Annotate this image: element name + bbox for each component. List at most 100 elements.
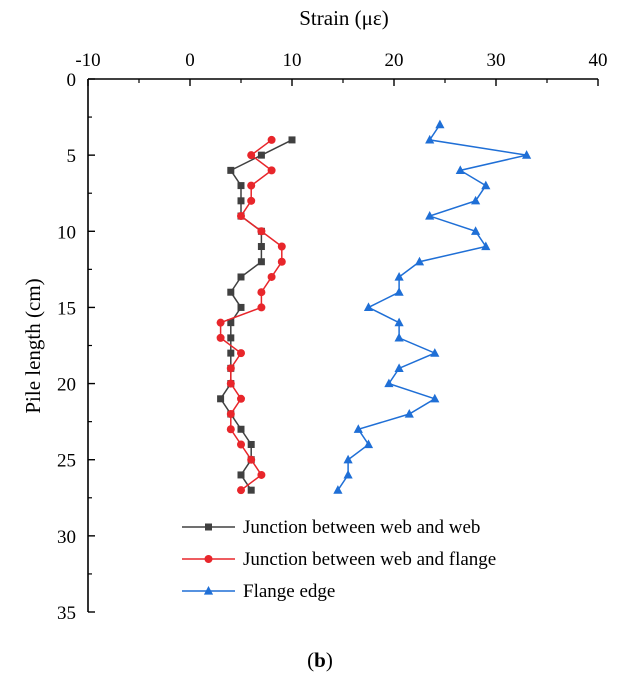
x-tick-label: 0 bbox=[185, 50, 195, 71]
data-point bbox=[257, 227, 266, 236]
data-point bbox=[425, 134, 435, 144]
data-point bbox=[363, 302, 374, 312]
data-point bbox=[471, 195, 481, 205]
data-point bbox=[333, 485, 343, 494]
data-point bbox=[227, 334, 235, 342]
data-point bbox=[257, 470, 266, 479]
x-axis-ticks: -10 0 10 20 30 40 bbox=[75, 50, 608, 86]
data-point bbox=[394, 287, 404, 296]
data-point bbox=[237, 471, 245, 479]
data-point bbox=[404, 409, 414, 418]
y-tick-label: 5 bbox=[67, 146, 77, 167]
data-point bbox=[227, 319, 235, 327]
data-point bbox=[237, 303, 245, 311]
data-point bbox=[267, 166, 276, 175]
y-tick-label: 35 bbox=[57, 603, 76, 624]
data-point bbox=[237, 197, 245, 205]
data-point bbox=[247, 196, 256, 205]
axes bbox=[87, 78, 598, 612]
data-point bbox=[237, 349, 245, 358]
data-point bbox=[394, 332, 404, 342]
y-tick-label: 0 bbox=[67, 70, 77, 91]
x-tick-label: 10 bbox=[283, 50, 302, 71]
data-point bbox=[425, 211, 435, 220]
legend-entry: Junction between web and web bbox=[182, 517, 480, 538]
data-point bbox=[522, 150, 532, 159]
data-point bbox=[217, 395, 225, 403]
data-point bbox=[363, 439, 374, 449]
data-point bbox=[455, 165, 465, 174]
data-point bbox=[237, 212, 245, 221]
x-tick-label: -10 bbox=[75, 50, 100, 71]
y-tick-label: 25 bbox=[57, 451, 76, 472]
x-tick-label: 20 bbox=[385, 50, 404, 71]
data-point bbox=[216, 333, 225, 342]
legend-entry: Flange edge bbox=[182, 581, 335, 602]
data-point bbox=[237, 182, 245, 190]
data-point bbox=[226, 425, 235, 434]
series-3 bbox=[333, 119, 532, 494]
data-point bbox=[237, 273, 245, 281]
data-point bbox=[394, 271, 404, 281]
y-axis-title: Pile length (cm) bbox=[21, 278, 45, 413]
legend-label: Junction between web and web bbox=[243, 517, 480, 538]
data-point bbox=[394, 317, 404, 327]
legend-marker bbox=[205, 523, 212, 531]
data-point bbox=[227, 166, 235, 174]
x-axis-title: Strain (με) bbox=[299, 6, 388, 30]
data-point bbox=[394, 363, 404, 372]
data-point bbox=[247, 181, 256, 190]
series-1 bbox=[217, 136, 296, 494]
legend: Junction between web and web Junction bet… bbox=[182, 517, 496, 602]
data-point bbox=[227, 349, 235, 357]
data-point bbox=[216, 318, 225, 327]
data-point bbox=[247, 440, 255, 448]
series-2 bbox=[216, 135, 286, 495]
data-point bbox=[247, 455, 256, 464]
data-point bbox=[237, 486, 245, 495]
x-tick-label: 30 bbox=[487, 50, 506, 71]
data-point bbox=[237, 425, 245, 433]
legend-marker bbox=[204, 555, 213, 563]
data-point bbox=[237, 394, 245, 403]
data-point bbox=[227, 288, 235, 296]
data-point bbox=[226, 364, 235, 373]
data-point bbox=[430, 348, 440, 357]
data-point bbox=[384, 378, 394, 388]
data-point bbox=[288, 136, 296, 144]
data-point bbox=[277, 242, 286, 251]
series-line bbox=[219, 139, 293, 491]
data-point bbox=[353, 424, 363, 433]
data-point bbox=[257, 288, 266, 297]
data-point bbox=[481, 241, 491, 251]
data-point bbox=[267, 135, 276, 144]
data-point bbox=[247, 486, 255, 494]
series-line bbox=[219, 139, 283, 491]
legend-entry: Junction between web and flange bbox=[182, 549, 496, 570]
data-point bbox=[277, 257, 286, 266]
data-point bbox=[471, 226, 481, 235]
y-tick-label: 15 bbox=[57, 298, 76, 319]
y-tick-label: 30 bbox=[57, 527, 76, 548]
data-point bbox=[435, 119, 445, 129]
data-point bbox=[343, 454, 353, 464]
data-point bbox=[430, 393, 440, 403]
data-point bbox=[267, 272, 276, 281]
legend-marker bbox=[203, 586, 214, 595]
y-axis-ticks: 0 5 10 15 20 25 30 35 bbox=[57, 70, 95, 624]
data-point bbox=[257, 303, 266, 312]
data-point bbox=[257, 151, 265, 159]
x-tick-label: 40 bbox=[589, 50, 608, 71]
data-point bbox=[226, 410, 235, 419]
data-point bbox=[247, 151, 256, 160]
data-point bbox=[257, 258, 265, 266]
y-tick-label: 10 bbox=[57, 222, 76, 243]
series-layer bbox=[216, 119, 532, 495]
legend-label: Junction between web and flange bbox=[243, 549, 496, 570]
legend-label: Flange edge bbox=[243, 581, 335, 602]
data-point bbox=[226, 379, 235, 388]
data-point bbox=[237, 440, 245, 449]
data-point bbox=[481, 180, 491, 190]
data-point bbox=[257, 243, 265, 251]
